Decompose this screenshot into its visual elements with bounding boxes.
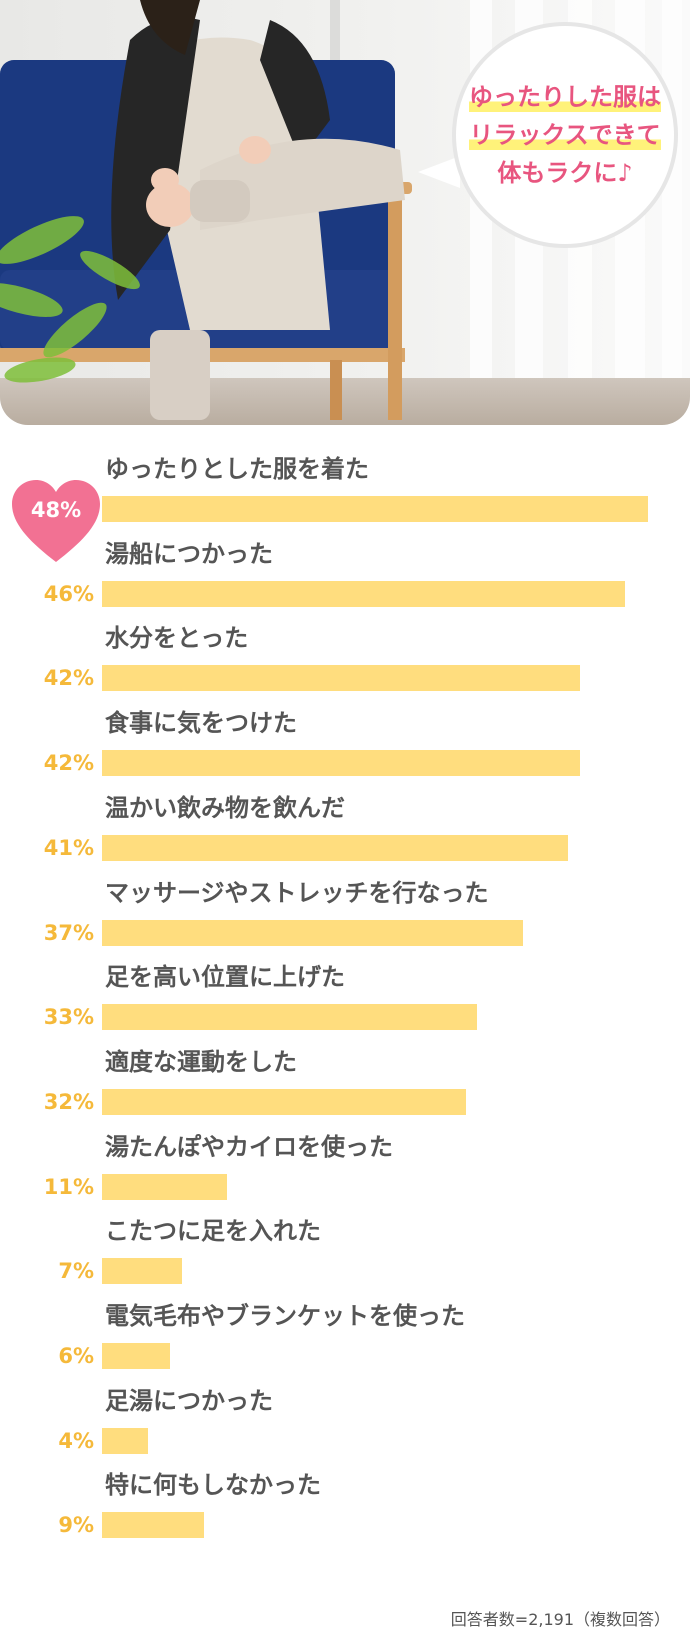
bar (102, 665, 580, 692)
bubble-line-1: ゆったりした服は (469, 78, 661, 116)
value-label: 6% (58, 1344, 94, 1368)
chart-row: 温かい飲み物を飲んだ 41% (0, 791, 690, 879)
value-label: 9% (58, 1513, 94, 1538)
category-label: 特に何もしなかった (105, 1471, 321, 1500)
category-label: 湯船につかった (105, 539, 273, 568)
chart-row: 足を高い位置に上げた 33% (0, 960, 690, 1048)
value-label: 32% (43, 1089, 94, 1114)
chart-row: 湯たんぽやカイロを使った 11% (0, 1130, 690, 1218)
category-label: 電気毛布やブランケットを使った (105, 1302, 465, 1330)
value-label: 46% (43, 581, 94, 606)
value-label: 4% (58, 1428, 94, 1453)
category-label: ゆったりとした服を着た (105, 455, 369, 483)
chart-row: 特に何もしなかった 9% (0, 1468, 690, 1556)
value-label: 42% (43, 751, 94, 776)
chart-row: 適度な運動をした 32% (0, 1045, 690, 1133)
bar (102, 919, 523, 946)
bar (102, 1258, 182, 1285)
hero-photo: ゆったりした服は リラックスできて 体もラクに♪ (0, 0, 690, 425)
value-label: 42% (43, 666, 94, 691)
bar (102, 750, 580, 777)
speech-bubble-tail (418, 156, 460, 188)
value-label: 7% (58, 1259, 94, 1284)
chart-row: マッサージやストレッチを行なった 37% (0, 876, 690, 964)
bar (102, 834, 568, 861)
category-label: 食事に気をつけた (105, 709, 297, 738)
chart-row: ゆったりとした服を着た 48% (0, 452, 690, 562)
bubble-line-2: リラックスできて (469, 116, 661, 154)
category-label: 足を高い位置に上げた (105, 963, 345, 992)
chart-row: 足湯につかった 4% (0, 1384, 690, 1472)
category-label: こたつに足を入れた (105, 1217, 321, 1246)
speech-bubble: ゆったりした服は リラックスできて 体もラクに♪ (452, 22, 678, 248)
category-label: 足湯につかった (105, 1386, 273, 1415)
bar (102, 1427, 148, 1454)
bar (102, 1173, 227, 1200)
chart-row: 水分をとった 42% (0, 621, 690, 709)
bubble-line-3: 体もラクに♪ (497, 159, 633, 187)
value-label: 48% (30, 498, 82, 522)
bar (102, 1088, 466, 1115)
category-label: 湯たんぽやカイロを使った (105, 1132, 393, 1161)
chart-row: 電気毛布やブランケットを使った 6% (0, 1299, 690, 1387)
bar (102, 496, 648, 522)
bar (102, 580, 625, 607)
value-label: 33% (43, 1005, 94, 1030)
category-label: 水分をとった (105, 624, 249, 653)
chart-row: こたつに足を入れた 7% (0, 1214, 690, 1302)
chart-row: 湯船につかった 46% (0, 537, 690, 625)
value-label: 11% (43, 1174, 94, 1199)
heart-icon (12, 480, 100, 562)
category-label: マッサージやストレッチを行なった (105, 878, 489, 907)
bar (102, 1512, 204, 1539)
bar (102, 1343, 170, 1369)
value-label: 41% (43, 835, 94, 860)
value-label: 37% (43, 920, 94, 945)
chart-row: 食事に気をつけた 42% (0, 706, 690, 794)
category-label: 温かい飲み物を飲んだ (105, 793, 345, 822)
category-label: 適度な運動をした (105, 1047, 297, 1076)
bar (102, 1004, 477, 1031)
respondent-note: 回答者数=2,191（複数回答） (450, 1610, 670, 1629)
